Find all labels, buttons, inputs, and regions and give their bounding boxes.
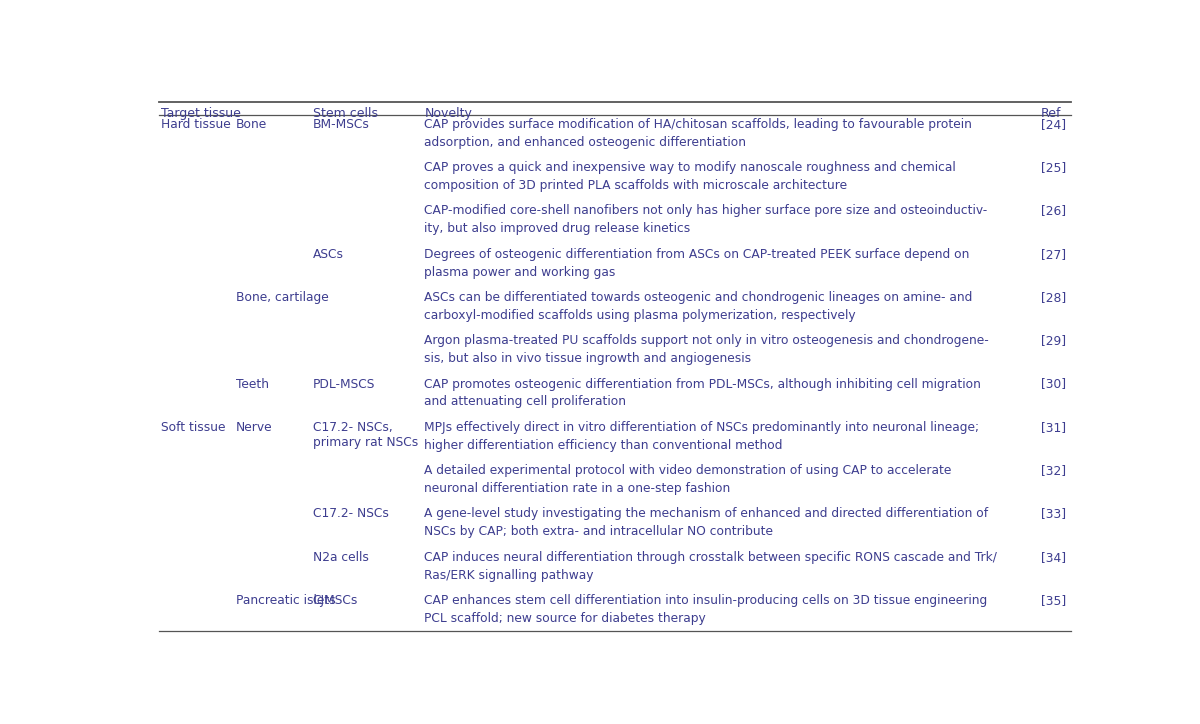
Text: and attenuating cell proliferation: and attenuating cell proliferation [425, 395, 626, 408]
Text: [33]: [33] [1040, 508, 1066, 521]
Text: ASCs: ASCs [313, 248, 343, 261]
Text: CAP-modified core-shell nanofibers not only has higher surface pore size and ost: CAP-modified core-shell nanofibers not o… [425, 204, 988, 217]
Text: Nerve: Nerve [235, 421, 272, 434]
Text: [32]: [32] [1040, 464, 1066, 477]
Text: Bone, cartilage: Bone, cartilage [235, 291, 329, 304]
Text: [27]: [27] [1040, 248, 1066, 261]
Text: C17.2- NSCs: C17.2- NSCs [313, 508, 389, 521]
Text: PDL-MSCS: PDL-MSCS [313, 377, 376, 390]
Text: Teeth: Teeth [235, 377, 269, 390]
Text: A gene-level study investigating the mechanism of enhanced and directed differen: A gene-level study investigating the mec… [425, 508, 989, 521]
Text: Bone: Bone [235, 118, 266, 131]
Text: carboxyl-modified scaffolds using plasma polymerization, respectively: carboxyl-modified scaffolds using plasma… [425, 309, 856, 322]
Text: higher differentiation efficiency than conventional method: higher differentiation efficiency than c… [425, 439, 782, 452]
Text: [31]: [31] [1040, 421, 1066, 434]
Text: neuronal differentiation rate in a one-step fashion: neuronal differentiation rate in a one-s… [425, 482, 731, 495]
Text: plasma power and working gas: plasma power and working gas [425, 266, 616, 279]
Text: CAP induces neural differentiation through crosstalk between specific RONS casca: CAP induces neural differentiation throu… [425, 551, 997, 564]
Text: PCL scaffold; new source for diabetes therapy: PCL scaffold; new source for diabetes th… [425, 612, 706, 625]
Text: CJMSCs: CJMSCs [313, 594, 358, 607]
Text: adsorption, and enhanced osteogenic differentiation: adsorption, and enhanced osteogenic diff… [425, 135, 746, 148]
Text: CAP proves a quick and inexpensive way to modify nanoscale roughness and chemica: CAP proves a quick and inexpensive way t… [425, 161, 956, 174]
Text: CAP provides surface modification of HA/chitosan scaffolds, leading to favourabl: CAP provides surface modification of HA/… [425, 118, 972, 131]
Text: [26]: [26] [1040, 204, 1066, 217]
Text: Soft tissue: Soft tissue [161, 421, 226, 434]
Text: Ref: Ref [1040, 107, 1062, 120]
Text: NSCs by CAP; both extra- and intracellular NO contribute: NSCs by CAP; both extra- and intracellul… [425, 526, 773, 539]
Text: [30]: [30] [1040, 377, 1066, 390]
Text: A detailed experimental protocol with video demonstration of using CAP to accele: A detailed experimental protocol with vi… [425, 464, 952, 477]
Text: Ras/ERK signalling pathway: Ras/ERK signalling pathway [425, 568, 594, 581]
Text: sis, but also in vivo tissue ingrowth and angiogenesis: sis, but also in vivo tissue ingrowth an… [425, 352, 751, 365]
Text: ASCs can be differentiated towards osteogenic and chondrogenic lineages on amine: ASCs can be differentiated towards osteo… [425, 291, 973, 304]
Text: C17.2- NSCs,
primary rat NSCs: C17.2- NSCs, primary rat NSCs [313, 421, 418, 449]
Text: Degrees of osteogenic differentiation from ASCs on CAP-treated PEEK surface depe: Degrees of osteogenic differentiation fr… [425, 248, 970, 261]
Text: Pancreatic islets: Pancreatic islets [235, 594, 335, 607]
Text: [35]: [35] [1040, 594, 1066, 607]
Text: N2a cells: N2a cells [313, 551, 368, 564]
Text: [34]: [34] [1040, 551, 1066, 564]
Text: Hard tissue: Hard tissue [161, 118, 230, 131]
Text: [29]: [29] [1040, 334, 1066, 348]
Text: composition of 3D printed PLA scaffolds with microscale architecture: composition of 3D printed PLA scaffolds … [425, 179, 847, 192]
Text: MPJs effectively direct in vitro differentiation of NSCs predominantly into neur: MPJs effectively direct in vitro differe… [425, 421, 979, 434]
Text: [24]: [24] [1040, 118, 1066, 131]
Text: BM-MSCs: BM-MSCs [313, 118, 370, 131]
Text: CAP enhances stem cell differentiation into insulin-producing cells on 3D tissue: CAP enhances stem cell differentiation i… [425, 594, 988, 607]
Text: [25]: [25] [1040, 161, 1066, 174]
Text: Argon plasma-treated PU scaffolds support not only in vitro osteogenesis and cho: Argon plasma-treated PU scaffolds suppor… [425, 334, 989, 348]
Text: ity, but also improved drug release kinetics: ity, but also improved drug release kine… [425, 222, 691, 235]
Text: Target tissue: Target tissue [161, 107, 241, 120]
Text: Novelty: Novelty [425, 107, 473, 120]
Text: [28]: [28] [1040, 291, 1066, 304]
Text: CAP promotes osteogenic differentiation from PDL-MSCs, although inhibiting cell : CAP promotes osteogenic differentiation … [425, 377, 982, 390]
Text: Stem cells: Stem cells [313, 107, 378, 120]
